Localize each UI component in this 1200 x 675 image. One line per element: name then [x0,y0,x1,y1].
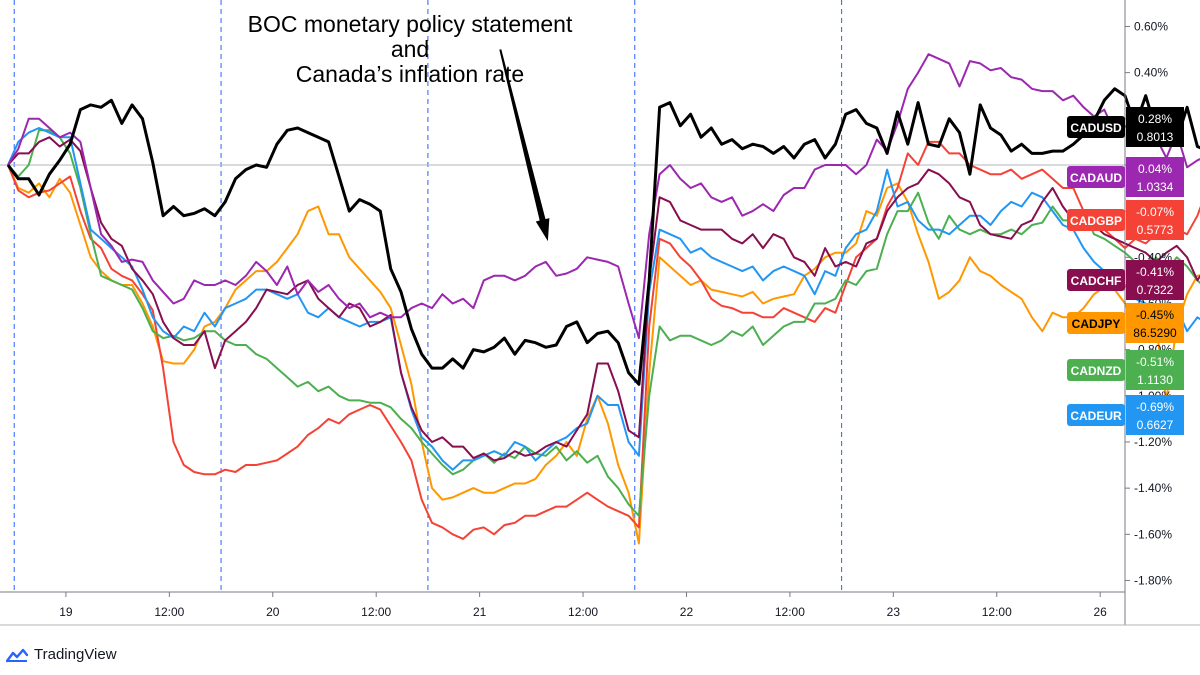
value-box [1126,157,1184,197]
percent-change: 0.04% [1138,162,1172,176]
x-tick-label: 22 [680,605,694,619]
symbol-tag [1067,312,1125,334]
value-box [1126,350,1184,390]
value-box [1126,303,1184,343]
series-line-cadgbp [7,140,1200,540]
annotation: BOC monetary policy statement and Canada… [248,11,573,242]
y-tick-label: -1.80% [1134,573,1172,587]
last-price: 0.7322 [1137,283,1174,297]
y-tick-label: -1.60% [1134,527,1172,541]
series-lines [6,53,1200,545]
symbol-name: CADNZD [1071,364,1122,378]
percent-change: -0.41% [1136,265,1174,279]
annotation-arrow [499,49,550,242]
series-line-cadusd [6,87,1200,386]
x-tick-label: 23 [887,605,901,619]
last-price: 0.8013 [1137,130,1174,144]
tradingview-logo-icon [6,648,28,662]
x-tick-label: 26 [1093,605,1107,619]
series-line-cadaud [7,53,1200,340]
symbol-tag [1067,269,1125,291]
x-tick-label: 20 [266,605,280,619]
last-price: 1.1130 [1137,373,1173,387]
percent-change: 0.28% [1138,112,1172,126]
series-price-labels: CADUSD 0.28% 0.8013 CADAUD 0.04% 1.0334 CADGBP… [1067,107,1184,435]
tradingview-logo-text: TradingView [34,646,117,663]
last-price: 0.5773 [1137,223,1174,237]
axes: 0.60%0.40%0.20%0.00%-0.20%-0.40%-0.60%-0… [0,0,1200,626]
annotation-line-1: BOC monetary policy statement [248,11,573,37]
last-price: 86.5290 [1133,326,1177,340]
x-tick-label: 12:00 [154,605,184,619]
value-box [1126,107,1184,147]
y-tick-label: -1.40% [1134,481,1172,495]
annotation-line-3: Canada’s inflation rate [296,61,524,87]
series-line-cadjpy [7,164,1200,545]
tradingview-logo[interactable]: TradingView [6,646,117,663]
symbol-name: CADAUD [1070,171,1122,185]
currency-performance-chart[interactable]: BOC monetary policy statement and Canada… [0,0,1200,640]
price-label-cadaud: CADAUD 0.04% 1.0334 [1067,157,1184,197]
y-tick-label: 0.60% [1134,19,1168,33]
x-tick-label: 19 [59,605,73,619]
price-label-cadusd: CADUSD 0.28% 0.8013 [1067,107,1184,147]
symbol-name: CADUSD [1070,121,1122,135]
percent-change: -0.69% [1136,400,1174,414]
series-line-cadnzd [7,129,1200,517]
value-box [1126,200,1184,240]
value-box [1126,260,1184,300]
x-tick-label: 12:00 [361,605,391,619]
symbol-name: CADJPY [1072,317,1121,331]
last-price: 0.6627 [1137,418,1174,432]
x-tick-label: 12:00 [775,605,805,619]
percent-change: -0.45% [1136,308,1174,322]
series-line-cadeur [7,127,1200,471]
annotation-line-2: and [391,36,429,62]
x-tick-label: 12:00 [982,605,1012,619]
price-label-cadjpy: CADJPY -0.45% 86.5290 [1067,303,1184,343]
value-box [1126,395,1184,435]
x-tick-label: 21 [473,605,487,619]
symbol-tag [1067,116,1125,138]
symbol-tag [1067,359,1125,381]
symbol-name: CADGBP [1070,214,1122,228]
series-line-cadchf [7,136,1200,462]
symbol-tag [1067,166,1125,188]
price-label-cadnzd: CADNZD -0.51% 1.1130 [1067,350,1184,390]
last-price: 1.0334 [1137,180,1174,194]
price-label-cadchf: CADCHF -0.41% 0.7322 [1067,260,1184,300]
symbol-tag [1067,209,1125,231]
price-label-cadgbp: CADGBP -0.07% 0.5773 [1067,200,1184,240]
percent-change: -0.51% [1136,355,1174,369]
symbol-name: CADCHF [1071,274,1122,288]
symbol-tag [1067,404,1125,426]
x-tick-label: 12:00 [568,605,598,619]
y-tick-label: -1.20% [1134,435,1172,449]
y-tick-label: 0.40% [1134,66,1168,80]
symbol-name: CADEUR [1070,409,1122,423]
percent-change: -0.07% [1136,205,1174,219]
price-label-cadeur: CADEUR -0.69% 0.6627 [1067,395,1184,435]
